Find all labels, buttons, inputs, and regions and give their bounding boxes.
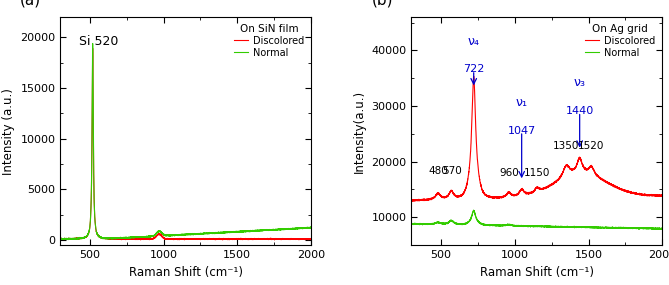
Discolored <box>219 237 227 241</box>
Discolored <box>152 235 160 238</box>
Normal <box>470 209 478 212</box>
Discolored <box>453 195 461 198</box>
Discolored <box>410 200 418 203</box>
Y-axis label: Intensity (a.u.): Intensity (a.u.) <box>1 88 15 174</box>
Normal <box>558 225 566 229</box>
Discolored <box>102 237 110 240</box>
Normal <box>307 226 315 229</box>
Text: 1520: 1520 <box>578 141 605 150</box>
Discolored <box>571 167 579 170</box>
Legend: Discolored, Normal: Discolored, Normal <box>583 22 658 60</box>
Discolored <box>89 47 97 50</box>
Discolored <box>503 192 511 195</box>
Normal <box>656 227 664 231</box>
Text: ν₁: ν₁ <box>516 96 528 109</box>
Text: 1440: 1440 <box>565 106 594 116</box>
Text: 1350: 1350 <box>553 141 579 150</box>
Discolored <box>658 194 666 198</box>
Normal <box>407 222 415 225</box>
Text: 480: 480 <box>428 166 448 176</box>
Normal <box>219 230 227 234</box>
Discolored <box>558 173 566 176</box>
Normal <box>613 226 622 229</box>
Discolored <box>595 176 603 179</box>
Normal <box>56 237 64 241</box>
Legend: Discolored, Normal: Discolored, Normal <box>231 22 306 60</box>
Discolored <box>262 237 270 241</box>
Line: Normal: Normal <box>411 210 662 229</box>
X-axis label: Raman Shift (cm⁻¹): Raman Shift (cm⁻¹) <box>128 266 243 278</box>
Normal <box>571 225 579 229</box>
Normal <box>152 231 160 235</box>
Discolored <box>470 75 478 78</box>
Y-axis label: Intensity(a.u.): Intensity(a.u.) <box>353 89 366 173</box>
Text: ν₄: ν₄ <box>468 35 480 48</box>
Text: 1150: 1150 <box>524 168 550 178</box>
Normal <box>64 238 72 241</box>
Line: Discolored: Discolored <box>411 76 662 201</box>
Text: ν₃: ν₃ <box>574 76 585 89</box>
Line: Normal: Normal <box>60 43 311 240</box>
Normal <box>503 223 511 226</box>
Normal <box>262 228 270 232</box>
Normal <box>207 232 215 235</box>
Text: 1047: 1047 <box>508 125 536 136</box>
Discolored <box>56 237 64 241</box>
Normal <box>244 229 252 233</box>
Normal <box>102 236 110 239</box>
Discolored <box>270 238 278 242</box>
Text: 960: 960 <box>499 168 518 178</box>
Discolored <box>613 186 622 189</box>
Text: 722: 722 <box>463 64 484 74</box>
Discolored <box>244 238 252 241</box>
Discolored <box>207 237 215 240</box>
Text: Si 520: Si 520 <box>80 35 119 48</box>
Text: 570: 570 <box>442 166 462 176</box>
Normal <box>89 42 97 45</box>
Text: (a): (a) <box>20 0 41 8</box>
Normal <box>595 226 603 229</box>
X-axis label: Raman Shift (cm⁻¹): Raman Shift (cm⁻¹) <box>480 266 594 278</box>
Discolored <box>407 198 415 201</box>
Normal <box>658 226 666 230</box>
Discolored <box>307 238 315 241</box>
Normal <box>453 222 461 226</box>
Line: Discolored: Discolored <box>60 48 311 240</box>
Text: (b): (b) <box>371 0 393 8</box>
